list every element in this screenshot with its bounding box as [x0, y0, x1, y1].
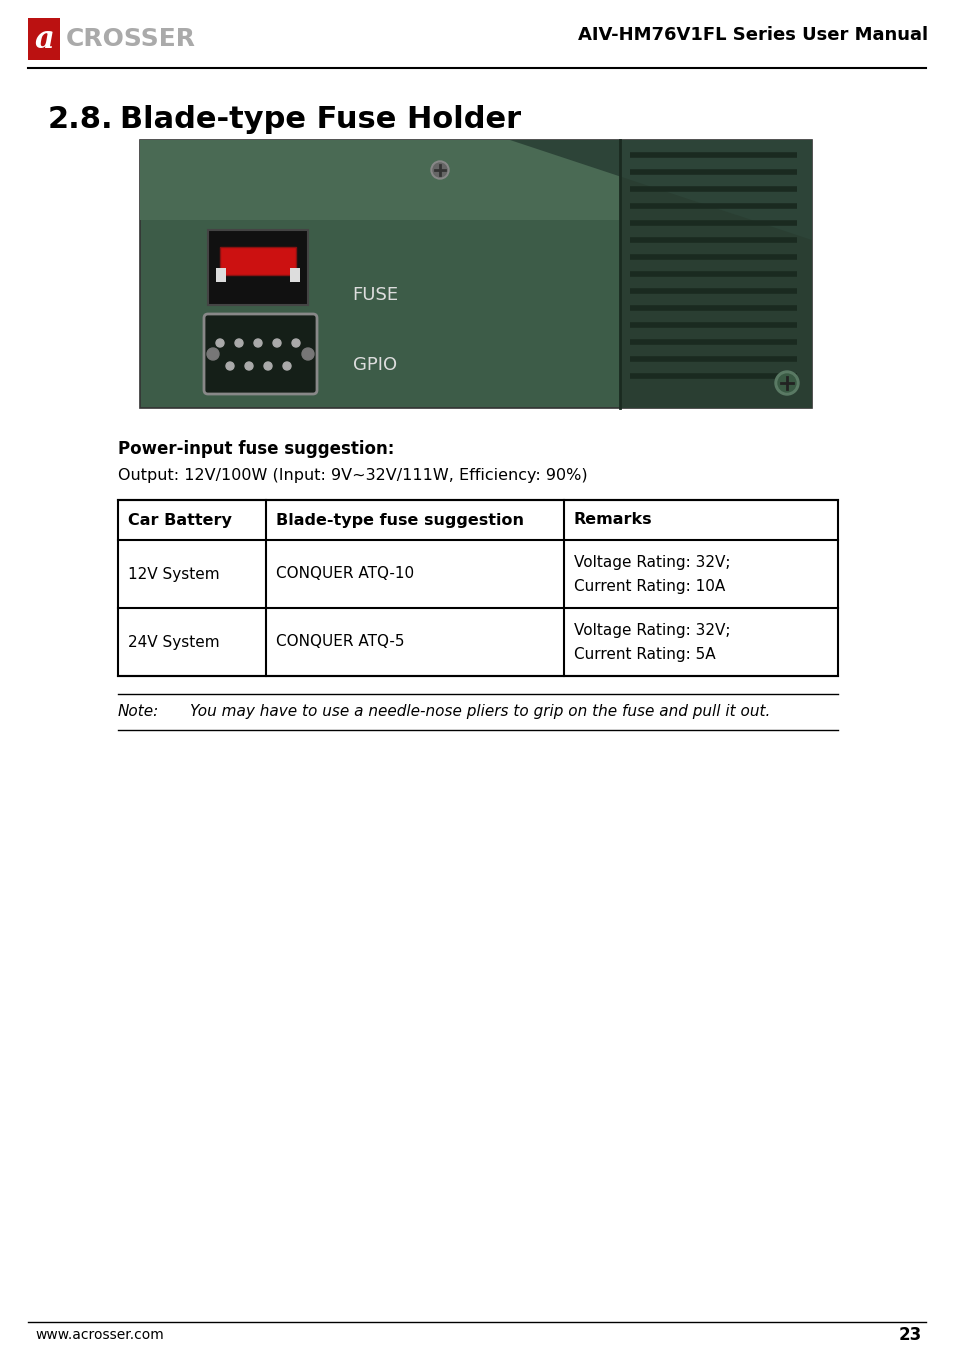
Circle shape: [234, 338, 243, 347]
Text: Current Rating: 5A: Current Rating: 5A: [574, 646, 715, 662]
Text: a: a: [34, 23, 53, 54]
Circle shape: [264, 362, 272, 370]
Text: AIV-HM76V1FL Series User Manual: AIV-HM76V1FL Series User Manual: [578, 26, 927, 43]
Bar: [220, 246, 295, 275]
Circle shape: [292, 338, 299, 347]
Text: 2.8.: 2.8.: [48, 106, 113, 134]
Text: Current Rating: 10A: Current Rating: 10A: [574, 578, 724, 593]
Text: Car Battery: Car Battery: [128, 513, 232, 528]
FancyBboxPatch shape: [204, 314, 316, 394]
Text: Blade-type Fuse Holder: Blade-type Fuse Holder: [120, 106, 520, 134]
Polygon shape: [510, 139, 811, 240]
Text: www.acrosser.com: www.acrosser.com: [35, 1328, 164, 1342]
Circle shape: [273, 338, 281, 347]
Circle shape: [778, 374, 795, 393]
Text: You may have to use a needle-nose pliers to grip on the fuse and pull it out.: You may have to use a needle-nose pliers…: [190, 704, 770, 719]
Bar: [140, 139, 811, 219]
Circle shape: [433, 162, 447, 177]
Text: Note:: Note:: [118, 704, 159, 719]
Text: Remarks: Remarks: [574, 513, 652, 528]
Text: Power-input fuse suggestion:: Power-input fuse suggestion:: [118, 440, 394, 458]
Bar: [208, 230, 308, 305]
Circle shape: [774, 371, 799, 395]
Text: 12V System: 12V System: [128, 566, 219, 581]
Circle shape: [253, 338, 262, 347]
Text: CONQUER ATQ-10: CONQUER ATQ-10: [275, 566, 414, 581]
Text: Voltage Rating: 32V;: Voltage Rating: 32V;: [574, 555, 730, 570]
Bar: [619, 139, 811, 408]
Circle shape: [207, 348, 219, 360]
Circle shape: [226, 362, 233, 370]
Text: 24V System: 24V System: [128, 635, 219, 650]
Circle shape: [431, 161, 449, 179]
Text: CONQUER ATQ-5: CONQUER ATQ-5: [275, 635, 404, 650]
Bar: [118, 500, 837, 676]
Text: Voltage Rating: 32V;: Voltage Rating: 32V;: [574, 623, 730, 638]
Circle shape: [302, 348, 314, 360]
Text: GPIO: GPIO: [353, 356, 396, 374]
Text: Blade-type fuse suggestion: Blade-type fuse suggestion: [275, 513, 523, 528]
FancyBboxPatch shape: [28, 18, 60, 60]
Circle shape: [283, 362, 291, 370]
Text: FUSE: FUSE: [352, 286, 397, 305]
Circle shape: [215, 338, 224, 347]
Bar: [215, 268, 226, 282]
Circle shape: [245, 362, 253, 370]
Bar: [140, 139, 811, 408]
Text: 23: 23: [898, 1326, 921, 1345]
Bar: [290, 268, 299, 282]
Text: CROSSER: CROSSER: [66, 27, 195, 51]
Text: Output: 12V/100W (Input: 9V~32V/111W, Efficiency: 90%): Output: 12V/100W (Input: 9V~32V/111W, Ef…: [118, 468, 587, 483]
